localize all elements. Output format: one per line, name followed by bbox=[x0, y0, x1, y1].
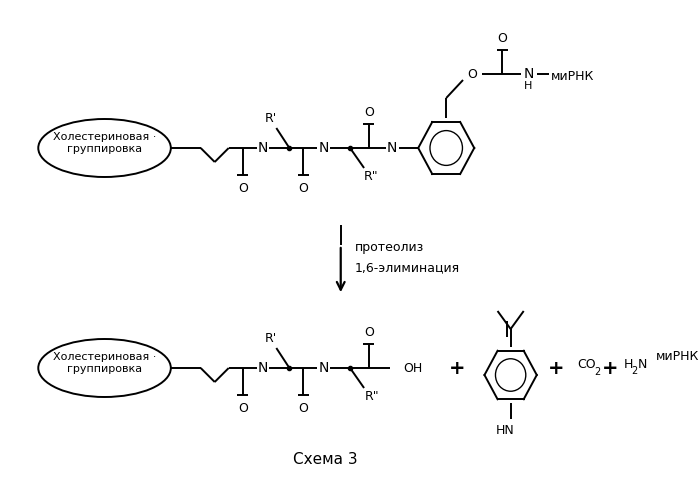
Text: N: N bbox=[257, 141, 268, 155]
Text: R': R' bbox=[265, 333, 277, 345]
Text: N: N bbox=[319, 361, 329, 375]
Text: Схема 3: Схема 3 bbox=[294, 452, 358, 468]
Text: N: N bbox=[637, 357, 647, 371]
Text: O: O bbox=[363, 326, 374, 339]
Text: Холестериновая ·
группировка: Холестериновая · группировка bbox=[53, 352, 157, 374]
Text: CO: CO bbox=[577, 358, 596, 372]
Text: +: + bbox=[548, 358, 565, 377]
Text: N: N bbox=[387, 141, 397, 155]
Text: Холестериновая ·
группировка: Холестериновая · группировка bbox=[53, 132, 157, 154]
Text: N: N bbox=[523, 67, 533, 81]
Text: R': R' bbox=[265, 112, 277, 126]
Text: R": R" bbox=[365, 390, 380, 402]
Text: O: O bbox=[468, 68, 477, 80]
Text: O: O bbox=[238, 401, 247, 414]
Text: OH: OH bbox=[403, 361, 422, 375]
Text: 1,6-элиминация: 1,6-элиминация bbox=[354, 262, 460, 275]
Text: +: + bbox=[603, 358, 619, 377]
Text: N: N bbox=[319, 141, 329, 155]
Text: O: O bbox=[298, 401, 308, 414]
Text: миРНК: миРНК bbox=[551, 70, 594, 82]
Text: 2: 2 bbox=[631, 366, 637, 376]
Text: протеолиз: протеолиз bbox=[354, 242, 424, 255]
Text: O: O bbox=[497, 32, 507, 44]
Text: R": R" bbox=[364, 169, 379, 183]
Text: O: O bbox=[238, 182, 247, 194]
Text: миРНК: миРНК bbox=[656, 350, 699, 362]
Text: H: H bbox=[524, 81, 533, 91]
Text: 2: 2 bbox=[595, 367, 601, 377]
Text: H: H bbox=[624, 357, 633, 371]
Text: O: O bbox=[298, 182, 308, 194]
Text: +: + bbox=[449, 358, 466, 377]
Text: HN: HN bbox=[496, 425, 514, 437]
Text: O: O bbox=[363, 107, 374, 119]
Text: N: N bbox=[257, 361, 268, 375]
